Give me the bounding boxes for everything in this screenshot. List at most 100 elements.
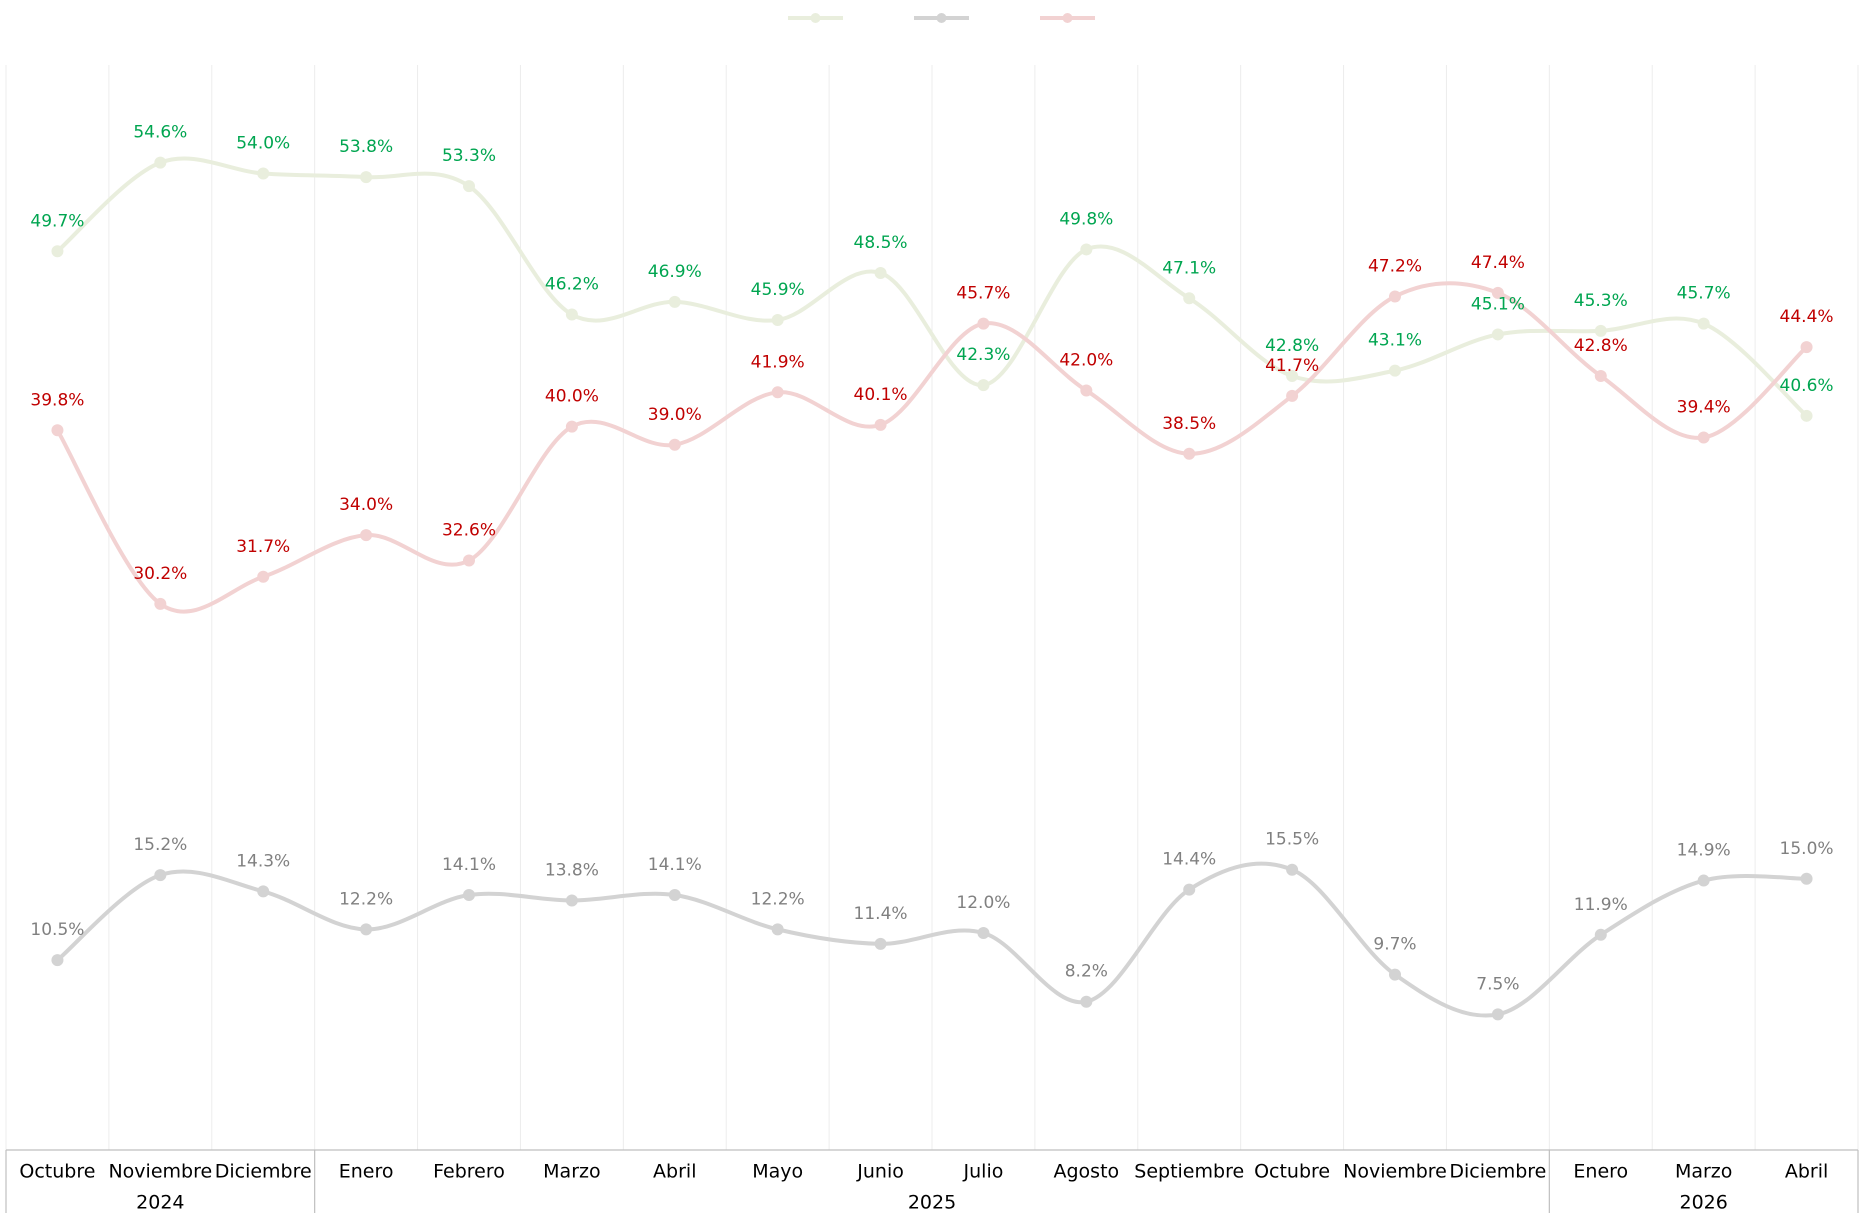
data-label: 47.2% [1368,256,1422,276]
data-label: 39.4% [1677,398,1731,418]
data-point [257,167,270,180]
data-label: 11.9% [1574,895,1628,915]
data-label: 14.3% [236,851,290,871]
data-label: 14.1% [648,855,702,875]
data-point [1286,863,1299,876]
data-point [668,295,681,308]
data-label: 47.4% [1471,253,1525,273]
x-tick-label: Marzo [1675,1161,1732,1183]
data-label: 12.2% [751,889,805,909]
data-label: 44.4% [1780,307,1834,327]
data-point [1491,328,1504,341]
data-point [1389,364,1401,377]
data-label: 14.9% [1677,841,1731,861]
data-point [463,889,475,902]
data-point [1286,370,1299,383]
x-tick-label: Enero [1573,1161,1628,1183]
data-label: 42.8% [1574,336,1628,356]
data-label: 7.5% [1476,974,1519,994]
data-point [154,597,167,610]
x-tick-label: Febrero [433,1161,505,1183]
data-label: 48.5% [854,233,908,253]
x-tick-label: Octubre [19,1161,95,1183]
data-point [771,923,784,936]
legend-marker [936,13,947,23]
x-tick-label: Diciembre [1449,1161,1546,1183]
data-point [977,317,990,330]
data-label: 15.2% [133,835,187,855]
data-point [257,885,270,898]
data-point [1183,292,1196,305]
x-tick-label: Septiembre [1134,1161,1244,1183]
data-label: 15.5% [1265,830,1319,850]
data-point [1491,1008,1504,1021]
data-point [1594,370,1607,383]
data-point [257,570,270,583]
data-label: 32.6% [442,520,496,540]
legend-marker [810,13,821,23]
data-point [1800,872,1813,885]
data-point [1286,389,1299,402]
data-label: 45.9% [751,280,805,300]
data-point [565,894,578,907]
data-label: 30.2% [133,564,187,584]
x-tick-label: Octubre [1254,1161,1330,1183]
data-label: 39.0% [648,405,702,425]
data-point [1800,409,1813,422]
data-label: 45.3% [1574,291,1628,311]
data-point [1697,431,1710,444]
x-tick-label: Noviembre [1343,1161,1447,1183]
data-label: 42.3% [956,345,1010,365]
x-tick-label: Mayo [752,1161,803,1183]
data-point [1697,317,1710,330]
data-point [874,418,887,431]
data-label: 12.2% [339,889,393,909]
x-tick-label: Abril [1785,1161,1828,1183]
data-label: 45.7% [1677,284,1731,304]
data-point [51,424,64,437]
series-line [56,861,1807,1018]
data-point [874,266,887,279]
legend-marker [1062,13,1073,23]
data-point [771,313,784,326]
data-point [1183,883,1196,896]
x-group-label: 2026 [1679,1192,1727,1213]
data-label: 41.9% [751,352,805,372]
data-label: 40.1% [854,385,908,405]
x-tick-label: Marzo [543,1161,600,1183]
data-point [1594,324,1607,337]
data-label: 9.7% [1373,935,1416,955]
data-label: 53.8% [339,137,393,157]
data-label: 47.1% [1162,258,1216,278]
data-label: 53.3% [442,146,496,166]
data-point [668,438,681,451]
data-label: 42.8% [1265,336,1319,356]
x-group-label: 2025 [908,1192,956,1213]
data-point [1183,447,1196,460]
data-point [154,869,167,882]
x-tick-label: Abril [653,1161,696,1183]
series-line [55,281,1808,614]
data-point [668,889,681,902]
x-tick-label: Junio [856,1161,904,1183]
data-point [1389,968,1401,981]
data-label: 31.7% [236,537,290,557]
data-label: 54.0% [236,134,290,154]
data-point [154,156,167,169]
data-label: 13.8% [545,860,599,880]
data-label: 45.1% [1471,294,1525,314]
data-label: 42.0% [1059,351,1113,371]
data-label: 41.7% [1265,356,1319,376]
data-point [1080,243,1093,256]
data-point [771,386,784,399]
data-label: 46.9% [648,262,702,282]
data-label: 39.8% [30,390,84,410]
x-tick-label: Noviembre [108,1161,212,1183]
data-label: 45.7% [956,284,1010,304]
data-label: 11.4% [854,904,908,924]
data-label: 8.2% [1065,962,1108,982]
data-point [1594,928,1607,941]
data-label: 10.5% [30,920,84,940]
data-label: 46.2% [545,275,599,295]
